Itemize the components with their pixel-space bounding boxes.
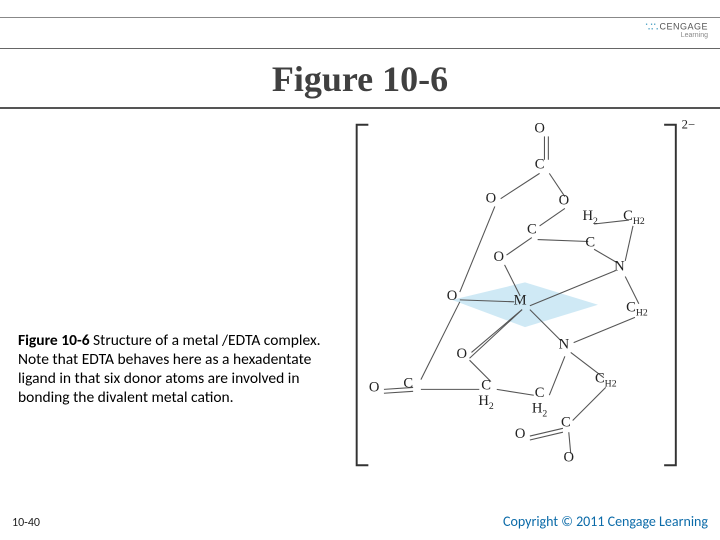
svg-text:M: M: [514, 293, 527, 309]
svg-text:C: C: [535, 157, 545, 173]
svg-text:CH2: CH2: [623, 208, 645, 227]
page-number: 10-40: [12, 516, 40, 530]
svg-text:O: O: [456, 346, 467, 362]
title-rule-top: [0, 48, 720, 49]
svg-text:C: C: [527, 222, 537, 238]
copyright: Copyright © 2011 Cengage Learning: [503, 513, 708, 530]
svg-text:C: C: [535, 385, 545, 401]
svg-text:2−: 2−: [682, 118, 695, 132]
svg-text:H2: H2: [532, 401, 548, 420]
svg-text:C: C: [561, 414, 571, 430]
svg-text:H2: H2: [582, 208, 598, 227]
svg-text:CH2: CH2: [595, 371, 617, 390]
svg-text:H2: H2: [478, 393, 494, 412]
brand-name: CENGAGE: [659, 21, 708, 31]
svg-text:O: O: [493, 249, 504, 265]
svg-text:N: N: [559, 337, 570, 353]
page-title: Figure 10-6: [0, 58, 720, 100]
svg-text:O: O: [564, 449, 575, 465]
caption-lead: Figure 10-6: [18, 331, 90, 350]
svg-text:C: C: [585, 234, 595, 250]
logo-dots: ∵∴: [645, 20, 656, 34]
svg-text:C: C: [403, 375, 413, 391]
top-bar: [0, 0, 720, 18]
brand-subtitle: Learning: [681, 32, 708, 39]
svg-text:O: O: [559, 193, 570, 209]
svg-text:O: O: [447, 288, 458, 304]
edta-structure-diagram: 2−OCOOH2CH2CCONMOCH2ONCOCH2CH2CH2COO: [340, 115, 710, 475]
title-rule-bottom: [0, 107, 720, 109]
svg-text:O: O: [534, 121, 545, 137]
svg-text:C: C: [481, 377, 491, 393]
figure-caption: Figure 10-6 Structure of a metal /EDTA c…: [18, 332, 328, 408]
svg-text:O: O: [515, 426, 526, 442]
svg-text:CH2: CH2: [626, 300, 648, 319]
svg-text:O: O: [369, 379, 380, 395]
svg-text:O: O: [486, 191, 497, 207]
svg-text:N: N: [614, 259, 625, 275]
